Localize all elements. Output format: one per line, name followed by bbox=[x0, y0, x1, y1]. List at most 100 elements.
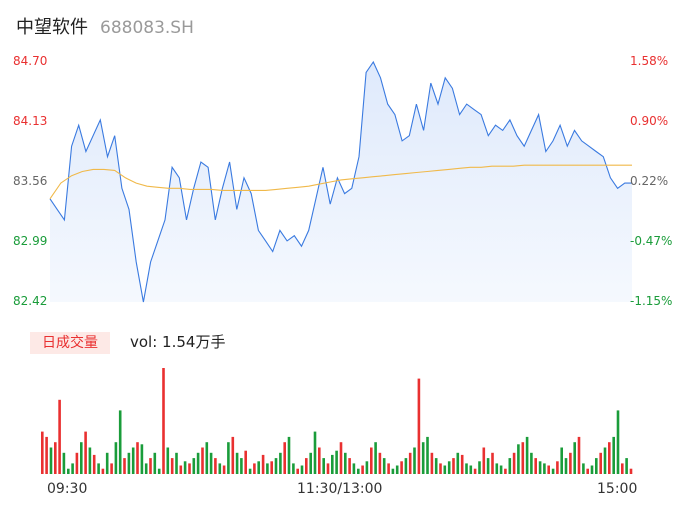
volume-bar bbox=[261, 454, 265, 474]
volume-bar bbox=[244, 450, 247, 474]
volume-badge[interactable]: 日成交量 bbox=[30, 332, 110, 354]
volume-bar bbox=[80, 442, 83, 474]
volume-bar bbox=[240, 458, 243, 474]
volume-bar bbox=[504, 468, 507, 474]
volume-bar bbox=[595, 458, 598, 474]
y-left-tick: 83.56 bbox=[13, 174, 48, 188]
y-right-tick: 1.58% bbox=[630, 54, 669, 68]
volume-bar bbox=[183, 461, 187, 474]
volume-bar bbox=[443, 465, 447, 474]
volume-bar bbox=[599, 452, 602, 474]
volume-bar bbox=[374, 442, 377, 474]
volume-bar bbox=[525, 436, 529, 474]
volume-bar bbox=[534, 458, 537, 474]
volume-bar bbox=[123, 458, 126, 474]
volume-bar bbox=[192, 458, 196, 474]
volume-bar bbox=[331, 454, 334, 474]
volume-bar bbox=[603, 447, 607, 474]
volume-bar bbox=[235, 452, 239, 474]
volume-bar bbox=[582, 463, 585, 474]
volume-bar bbox=[274, 458, 278, 474]
volume-bar bbox=[175, 452, 178, 474]
volume-bar bbox=[426, 436, 429, 474]
volume-bar bbox=[266, 463, 269, 474]
average-line bbox=[49, 164, 632, 200]
volume-bar bbox=[118, 410, 122, 474]
volume-bar bbox=[564, 458, 568, 474]
volume-bar bbox=[84, 431, 87, 474]
volume-bar bbox=[318, 447, 321, 474]
volume-bar bbox=[153, 452, 157, 474]
stock-title: 中望软件 688083.SH bbox=[16, 13, 194, 39]
volume-bar bbox=[473, 468, 477, 474]
volume-bar bbox=[67, 468, 70, 474]
price-area bbox=[50, 62, 632, 302]
volume-bar bbox=[370, 447, 373, 474]
volume-bar bbox=[162, 368, 165, 474]
volume-bar bbox=[166, 447, 170, 474]
volume-bar bbox=[326, 463, 330, 474]
volume-bar bbox=[253, 463, 256, 474]
volume-bar bbox=[352, 463, 356, 474]
x-tick-open: 09:30 bbox=[47, 481, 88, 497]
volume-bar bbox=[478, 461, 481, 474]
volume-bar bbox=[365, 461, 369, 474]
volume-bar bbox=[469, 465, 473, 474]
volume-bar bbox=[491, 452, 494, 474]
stock-name: 中望软件 bbox=[16, 17, 88, 38]
volume-bar bbox=[140, 444, 144, 474]
volume-bar bbox=[209, 452, 213, 474]
volume-bar bbox=[157, 468, 161, 474]
volume-bar bbox=[231, 436, 235, 474]
volume-bar bbox=[92, 454, 96, 474]
volume-bar bbox=[629, 468, 633, 474]
volume-bar bbox=[400, 461, 403, 474]
volume-bar bbox=[110, 463, 113, 474]
volume-bar bbox=[75, 452, 79, 474]
volume-bar bbox=[214, 458, 217, 474]
volume-bar bbox=[305, 458, 308, 474]
y-right-tick: 0.22% bbox=[630, 174, 669, 188]
y-right-tick: -0.47% bbox=[630, 234, 673, 248]
volume-bar bbox=[201, 447, 204, 474]
volume-bar bbox=[54, 442, 57, 474]
volume-bar bbox=[608, 442, 611, 474]
volume-bar bbox=[590, 465, 594, 474]
volume-bar bbox=[257, 461, 260, 474]
volume-bar bbox=[408, 452, 412, 474]
volume-bar bbox=[378, 452, 382, 474]
volume-bar bbox=[88, 447, 92, 474]
volume-bar bbox=[114, 442, 118, 474]
volume-bar bbox=[222, 465, 226, 474]
volume-bar bbox=[395, 465, 399, 474]
volume-bar bbox=[569, 452, 572, 474]
volume-bar bbox=[577, 436, 581, 474]
volume-bar bbox=[486, 458, 490, 474]
volume-bar bbox=[300, 465, 304, 474]
volume-bar bbox=[456, 452, 460, 474]
volume-bar bbox=[452, 458, 455, 474]
volume-bar bbox=[434, 458, 438, 474]
volume-bar bbox=[287, 436, 291, 474]
volume-bar bbox=[49, 447, 53, 474]
volume-bar bbox=[58, 399, 61, 474]
volume-bar bbox=[105, 452, 109, 474]
volume-bar bbox=[196, 452, 200, 474]
volume-bar bbox=[447, 461, 451, 474]
volume-bar bbox=[313, 431, 317, 474]
y-left-tick: 84.70 bbox=[13, 54, 48, 68]
volume-bar bbox=[296, 468, 299, 474]
price-line bbox=[49, 60, 632, 303]
y-right-tick: -1.15% bbox=[630, 294, 673, 308]
volume-bar bbox=[439, 463, 442, 474]
volume-bar bbox=[560, 447, 563, 474]
volume-bar bbox=[512, 452, 516, 474]
volume-bar bbox=[279, 452, 282, 474]
volume-bar bbox=[616, 410, 620, 474]
volume-bar bbox=[348, 458, 351, 474]
volume-bar bbox=[413, 447, 416, 474]
volume-bar bbox=[430, 452, 434, 474]
volume-bar bbox=[149, 458, 152, 474]
x-tick-mid: 11:30/13:00 bbox=[297, 481, 383, 497]
